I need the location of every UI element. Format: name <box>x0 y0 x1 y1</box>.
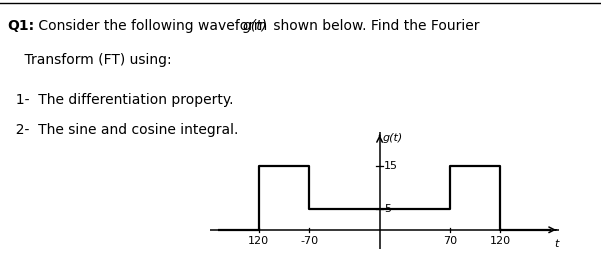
Text: 15: 15 <box>384 161 398 171</box>
Text: 120: 120 <box>490 236 511 246</box>
Text: 1-  The differentiation property.: 1- The differentiation property. <box>7 93 234 107</box>
Text: 5: 5 <box>384 203 391 214</box>
Text: 70: 70 <box>443 236 457 246</box>
Text: t: t <box>555 239 559 249</box>
Text: 2-  The sine and cosine integral.: 2- The sine and cosine integral. <box>7 123 239 137</box>
Text: g(t): g(t) <box>243 19 268 33</box>
Text: Q1:: Q1: <box>7 19 34 33</box>
Text: shown below. Find the Fourier: shown below. Find the Fourier <box>269 19 480 33</box>
Text: Transform (FT) using:: Transform (FT) using: <box>7 53 172 67</box>
Text: Consider the following waveform: Consider the following waveform <box>34 19 271 33</box>
Text: -70: -70 <box>300 236 318 246</box>
Text: 120: 120 <box>248 236 269 246</box>
Text: g(t): g(t) <box>383 133 403 143</box>
